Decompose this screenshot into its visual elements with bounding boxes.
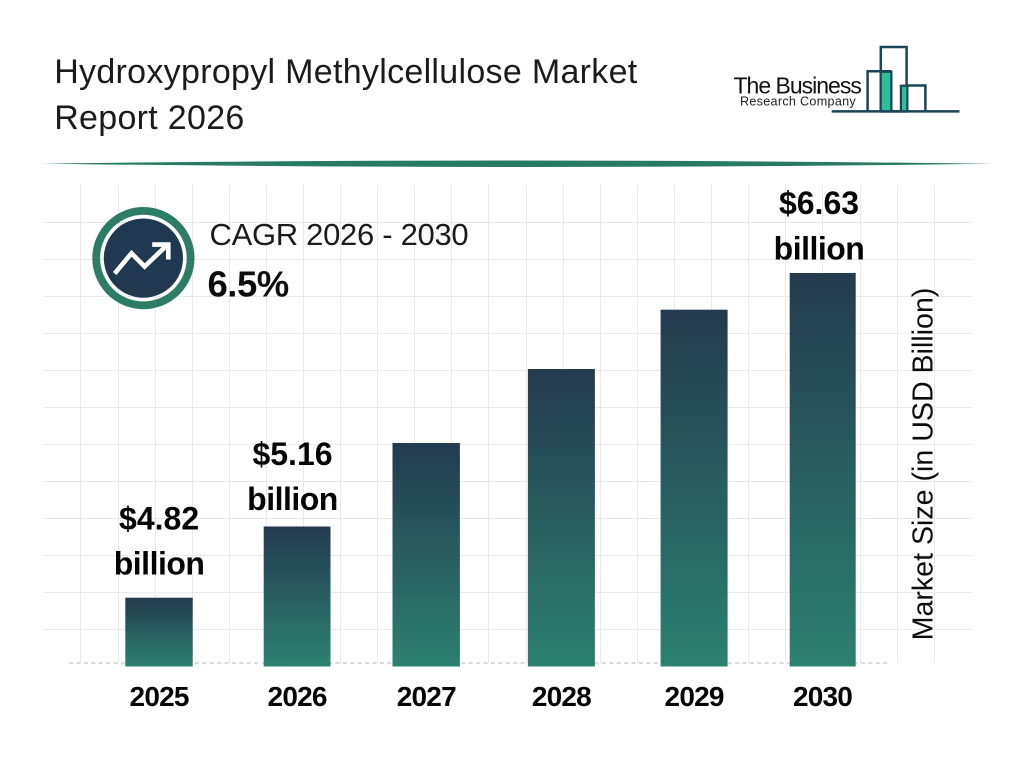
svg-text:2029: 2029 (665, 681, 724, 712)
svg-text:Report 2026: Report 2026 (54, 99, 244, 137)
svg-text:2026: 2026 (268, 681, 327, 712)
svg-text:Research Company: Research Company (740, 94, 856, 108)
svg-text:billion: billion (114, 546, 205, 582)
svg-text:2028: 2028 (532, 681, 591, 712)
svg-text:2027: 2027 (397, 681, 456, 712)
svg-text:2030: 2030 (793, 681, 852, 712)
svg-text:billion: billion (247, 481, 338, 517)
svg-text:CAGR 2026 - 2030: CAGR 2026 - 2030 (210, 217, 469, 252)
svg-text:billion: billion (774, 231, 865, 267)
svg-text:Market Size (in USD Billion): Market Size (in USD Billion) (908, 288, 940, 641)
svg-text:Hydroxypropyl Methylcellulose: Hydroxypropyl Methylcellulose Market (54, 53, 638, 91)
svg-text:The Business: The Business (734, 73, 862, 99)
svg-text:$4.82: $4.82 (119, 501, 199, 537)
svg-text:$6.63: $6.63 (779, 185, 859, 221)
svg-text:$5.16: $5.16 (252, 436, 332, 472)
svg-text:6.5%: 6.5% (208, 263, 289, 304)
svg-text:2025: 2025 (130, 681, 189, 712)
